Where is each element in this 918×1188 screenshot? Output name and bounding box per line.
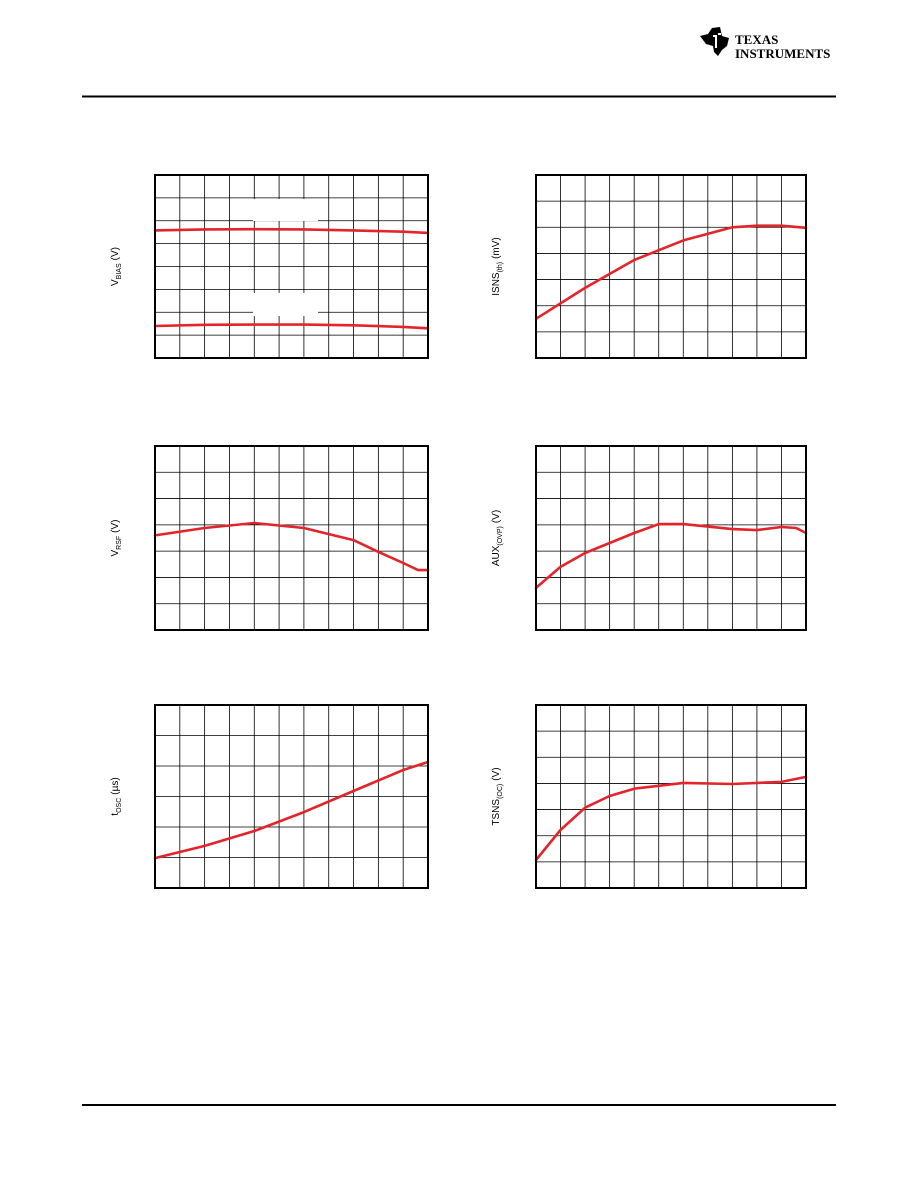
data-line (153, 227, 430, 235)
logo-icon-detail (713, 33, 721, 48)
legend-box (253, 293, 318, 316)
data-line (534, 522, 808, 590)
y-axis-label-sub: (OVP) (497, 526, 504, 545)
y-axis-label-unit: (V) (491, 767, 502, 780)
plot-frame (535, 704, 807, 889)
chart: ISNS(th) (mV) (491, 174, 808, 359)
plot-frame (535, 174, 807, 359)
chart: tOSC (µs) (110, 704, 430, 889)
logo-text: TEXAS (735, 32, 778, 47)
data-line (153, 323, 430, 330)
chart: AUX(OVP) (V) (491, 445, 808, 631)
y-axis-label-base: V (110, 550, 121, 557)
y-axis-label-sub: OSC (116, 798, 123, 813)
y-axis-label-base: V (110, 279, 121, 286)
logo-text: INSTRUMENTS (735, 46, 830, 61)
chart: VRSF (V) (110, 445, 430, 631)
y-axis-label-unit: (µs) (110, 777, 121, 794)
chart: VBIAS (V) (110, 174, 430, 359)
y-axis-label-unit: (mV) (491, 237, 502, 259)
y-axis-label-sub: (th) (497, 262, 504, 273)
plot-frame (154, 174, 429, 359)
plot-frame (154, 704, 429, 889)
y-axis-label-base: TSNS (491, 799, 502, 826)
y-axis-label: VBIAS (V) (110, 247, 123, 286)
logo-icon (700, 27, 729, 56)
plot-frame (154, 445, 429, 631)
y-axis-label-unit: (V) (110, 247, 121, 260)
legend-box (253, 199, 318, 221)
data-line (534, 775, 808, 862)
y-axis-label-base: ISNS (491, 272, 502, 296)
y-axis-label: VRSF (V) (110, 519, 123, 556)
y-axis-label-base: t (110, 813, 121, 816)
data-line (534, 224, 808, 321)
plot-frame (535, 445, 807, 631)
y-axis-label-unit: (V) (110, 519, 121, 532)
header-rule (82, 95, 836, 98)
chart: TSNS(OC) (V) (491, 704, 808, 889)
y-axis-label: ISNS(th) (mV) (491, 237, 504, 296)
footer-rule (82, 1104, 836, 1106)
data-line (153, 760, 430, 860)
y-axis-label-unit: (V) (491, 510, 502, 523)
y-axis-label-sub: BIAS (116, 263, 123, 279)
y-axis-label-base: AUX (491, 545, 502, 566)
y-axis-label-sub: RSF (116, 536, 123, 550)
y-axis-label-sub: (OC) (497, 784, 504, 799)
data-line (153, 521, 430, 572)
y-axis-label: AUX(OVP) (V) (491, 510, 504, 566)
y-axis-label: tOSC (µs) (110, 777, 123, 815)
charts: VBIAS(V)ISNS(th)(mV)VRSF(V)AUX(OVP)(V)tO… (110, 174, 808, 889)
y-axis-label: TSNS(OC) (V) (491, 767, 504, 825)
